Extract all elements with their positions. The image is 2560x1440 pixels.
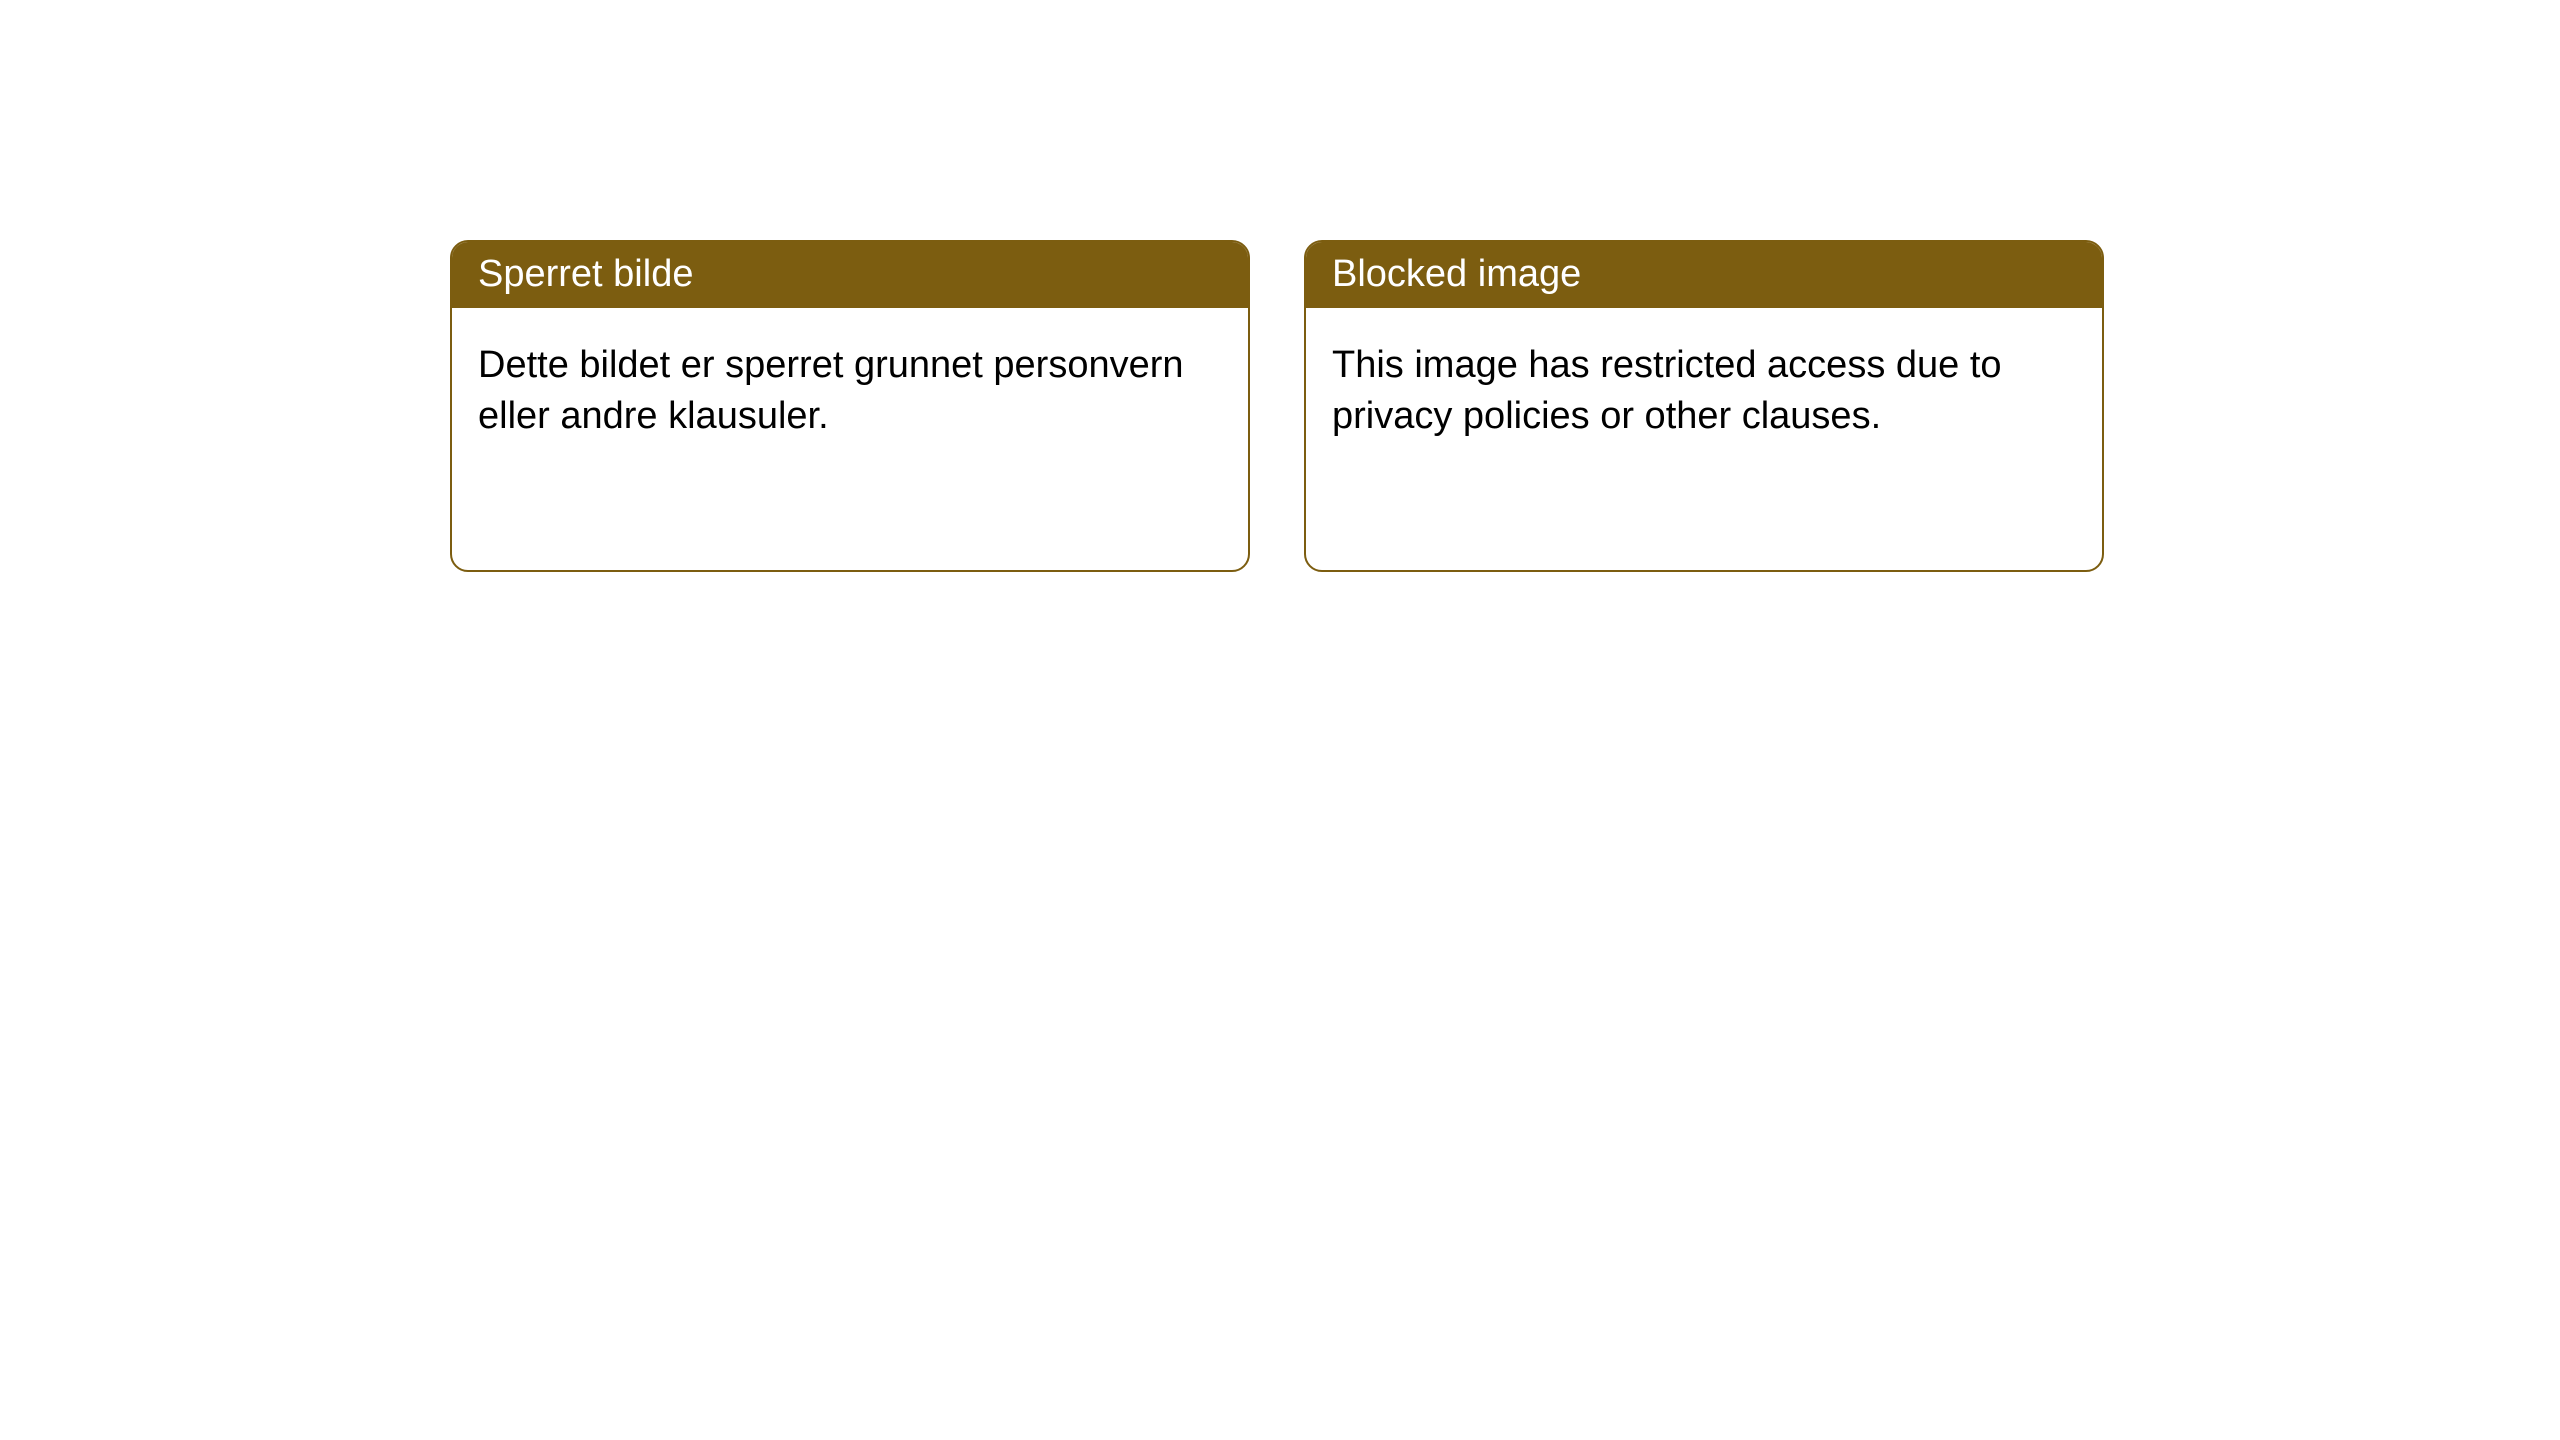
notice-container: Sperret bilde Dette bildet er sperret gr… [0,0,2560,572]
notice-body-norwegian: Dette bildet er sperret grunnet personve… [452,308,1248,475]
notice-body-english: This image has restricted access due to … [1306,308,2102,475]
notice-card-norwegian: Sperret bilde Dette bildet er sperret gr… [450,240,1250,572]
notice-title-english: Blocked image [1306,242,2102,308]
notice-card-english: Blocked image This image has restricted … [1304,240,2104,572]
notice-title-norwegian: Sperret bilde [452,242,1248,308]
